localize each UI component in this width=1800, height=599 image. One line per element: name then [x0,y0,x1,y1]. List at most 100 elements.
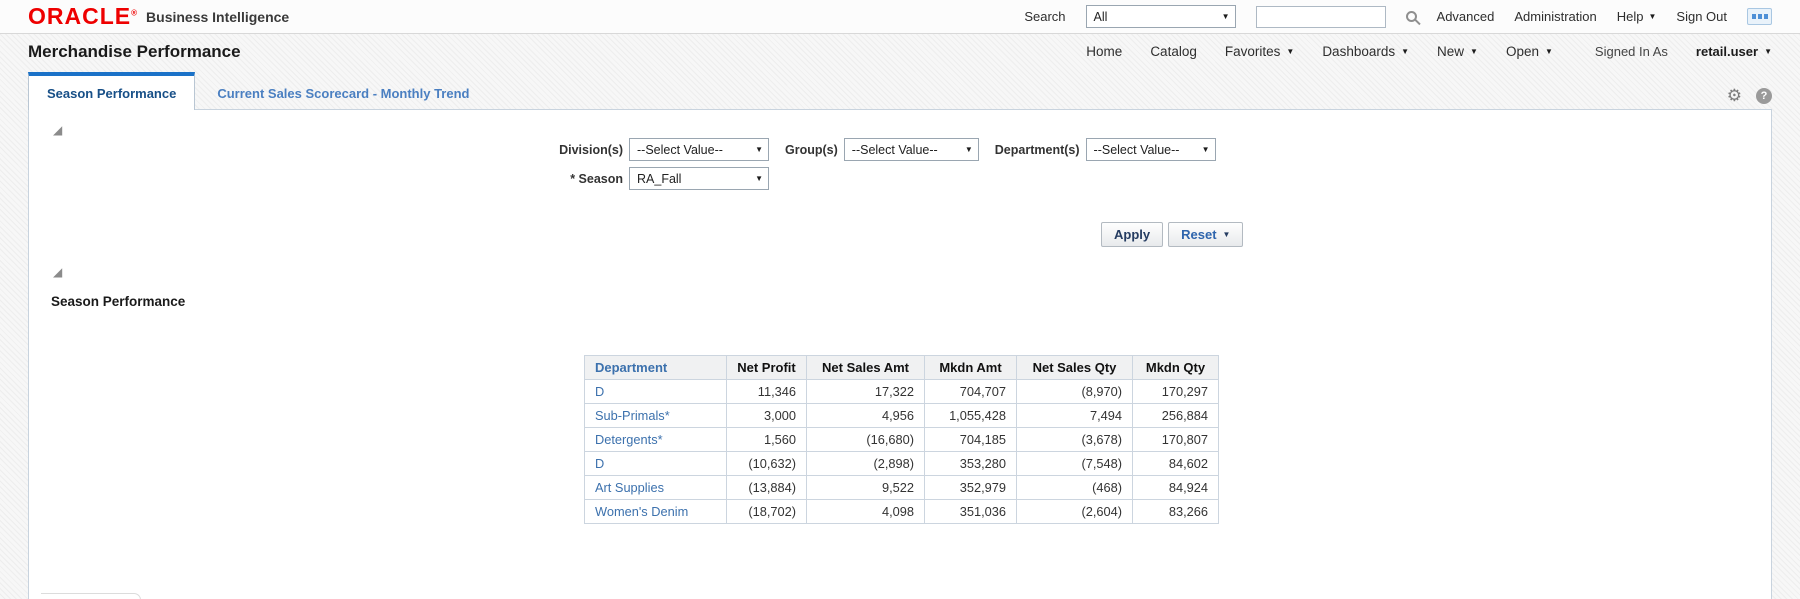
page-title: Merchandise Performance [28,41,241,61]
department-link[interactable]: Art Supplies [584,475,727,500]
collapse-section-icon[interactable]: ◢ [53,123,63,137]
cell-mkdn-qty: 256,884 [1132,403,1219,428]
nav-new[interactable]: New ▼ [1437,44,1478,59]
reset-button-label: Reset [1181,227,1217,242]
division-label: Division(s) [559,142,623,157]
nav-home[interactable]: Home [1086,44,1122,59]
cell-net-sales-qty: (7,548) [1016,451,1133,476]
caret-down-icon: ▼ [1222,229,1231,239]
cell-net-sales-qty: 7,494 [1016,403,1133,428]
nav-dashboards[interactable]: Dashboards ▼ [1322,44,1409,59]
nav-catalog-label: Catalog [1150,44,1197,59]
cell-net-profit: 1,560 [726,427,807,452]
cell-net-profit: 3,000 [726,403,807,428]
caret-down-icon: ▼ [755,144,763,154]
nav-open[interactable]: Open ▼ [1506,44,1553,59]
column-header-department[interactable]: Department [584,355,727,380]
tab-current-sales-scorecard[interactable]: Current Sales Scorecard - Monthly Trend [195,76,491,110]
caret-down-icon: ▼ [1545,46,1553,56]
caret-down-icon: ▼ [1764,46,1772,56]
cell-mkdn-qty: 83,266 [1132,499,1219,524]
caret-down-icon: ▼ [1221,11,1230,21]
table-row: D 11,346 17,322 704,707 (8,970) 170,297 [584,379,1219,404]
cell-mkdn-qty: 84,602 [1132,451,1219,476]
cell-mkdn-amt: 351,036 [924,499,1017,524]
table-row: D (10,632) (2,898) 353,280 (7,548) 84,60… [584,451,1219,476]
partial-section-edge [41,593,141,599]
column-header-mkdn-amt[interactable]: Mkdn Amt [924,355,1017,380]
nav-open-label: Open [1505,44,1539,59]
top-bar: ORACLE® Business Intelligence Search All… [0,0,1800,34]
oracle-logo: ORACLE® [28,3,139,29]
caret-down-icon: ▼ [1648,11,1657,21]
page-options: ⚙ ? [1727,87,1772,110]
cell-mkdn-amt: 704,707 [924,379,1017,404]
column-header-mkdn-qty[interactable]: Mkdn Qty [1132,355,1219,380]
table-row: Sub-Primals* 3,000 4,956 1,055,428 7,494… [584,403,1219,428]
department-label: Department(s) [994,142,1080,157]
column-header-net-sales-qty[interactable]: Net Sales Qty [1016,355,1133,380]
prompt-row-1: Division(s) --Select Value-- ▼ Group(s) … [553,138,1216,161]
department-select-value: --Select Value-- [1093,142,1180,157]
caret-down-icon: ▼ [755,173,763,183]
division-select-value: --Select Value-- [637,142,723,157]
table-header-row: Department Net Profit Net Sales Amt Mkdn… [584,355,1219,380]
nav-home-label: Home [1086,44,1123,59]
grid-dots-icon[interactable] [1747,8,1772,25]
registered-mark-icon: ® [131,8,139,18]
apply-button[interactable]: Apply [1101,222,1164,247]
user-menu[interactable]: retail.user ▼ [1696,44,1772,59]
topbar-actions: Search All ▼ Advanced Administration Hel… [1024,5,1772,28]
sign-out-link[interactable]: Sign Out [1676,9,1727,24]
nav-new-label: New [1437,44,1465,59]
search-input[interactable] [1255,5,1386,28]
gear-icon[interactable]: ⚙ [1726,86,1742,105]
nav-favorites[interactable]: Favorites ▼ [1225,44,1294,59]
reset-button[interactable]: Reset ▼ [1168,222,1244,247]
department-link[interactable]: D [584,451,727,476]
advanced-link[interactable]: Advanced [1436,9,1495,24]
nav-catalog[interactable]: Catalog [1150,44,1197,59]
help-icon[interactable]: ? [1756,87,1772,104]
search-scope-select[interactable]: All ▼ [1085,5,1236,28]
tab-current-sales-scorecard-label: Current Sales Scorecard - Monthly Trend [217,85,470,101]
department-link[interactable]: Sub-Primals* [584,403,727,428]
prompt-row-2: * Season RA_Fall ▼ [553,167,769,190]
search-scope-value: All [1093,9,1108,24]
cell-mkdn-amt: 352,979 [924,475,1017,500]
department-select[interactable]: --Select Value-- ▼ [1085,138,1216,161]
cell-net-profit: 11,346 [726,379,807,404]
cell-net-sales-amt: 4,098 [806,499,925,524]
cell-mkdn-qty: 170,807 [1132,427,1219,452]
season-performance-table: Department Net Profit Net Sales Amt Mkdn… [584,355,1219,524]
search-label: Search [1024,9,1066,24]
department-link[interactable]: Detergents* [584,427,727,452]
table-row: Detergents* 1,560 (16,680) 704,185 (3,67… [584,427,1219,452]
tab-bar: Season Performance Current Sales Scoreca… [28,72,1772,110]
signed-in-as-label: Signed In As [1594,44,1668,59]
division-select[interactable]: --Select Value-- ▼ [629,138,769,161]
cell-net-sales-amt: 17,322 [806,379,925,404]
collapse-section-icon[interactable]: ◢ [53,265,63,279]
nav-dashboards-label: Dashboards [1322,44,1396,59]
group-select[interactable]: --Select Value-- ▼ [843,138,979,161]
cell-net-sales-qty: (2,604) [1016,499,1133,524]
tab-season-performance-label: Season Performance [47,85,177,101]
cell-net-profit: (18,702) [726,499,807,524]
department-link[interactable]: Women's Denim [584,499,727,524]
nav-favorites-label: Favorites [1224,44,1281,59]
tab-season-performance[interactable]: Season Performance [28,72,196,110]
dashboard-nav: Home Catalog Favorites ▼ Dashboards ▼ New ▼… [1086,44,1772,59]
column-header-net-sales-amt[interactable]: Net Sales Amt [806,355,925,380]
dashboard-header: Merchandise Performance Home Catalog Fav… [0,35,1800,68]
cell-net-sales-qty: (8,970) [1016,379,1133,404]
department-link[interactable]: D [584,379,727,404]
cell-net-profit: (10,632) [726,451,807,476]
column-header-net-profit[interactable]: Net Profit [726,355,807,380]
cell-net-sales-amt: (2,898) [806,451,925,476]
help-menu[interactable]: Help ▼ [1617,9,1657,24]
administration-link[interactable]: Administration [1514,9,1597,24]
search-icon[interactable] [1405,11,1417,22]
username: retail.user [1695,44,1759,59]
season-select[interactable]: RA_Fall ▼ [629,167,769,190]
